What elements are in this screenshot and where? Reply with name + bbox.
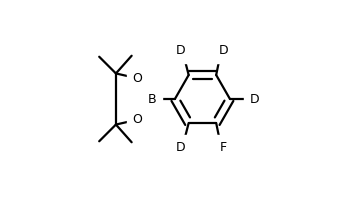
Text: D: D [249, 92, 259, 106]
Text: O: O [132, 72, 143, 85]
Text: B: B [148, 92, 156, 106]
Text: D: D [176, 141, 186, 154]
Text: D: D [176, 44, 186, 57]
Text: F: F [219, 141, 227, 154]
Text: D: D [218, 44, 228, 57]
Text: O: O [132, 113, 143, 126]
